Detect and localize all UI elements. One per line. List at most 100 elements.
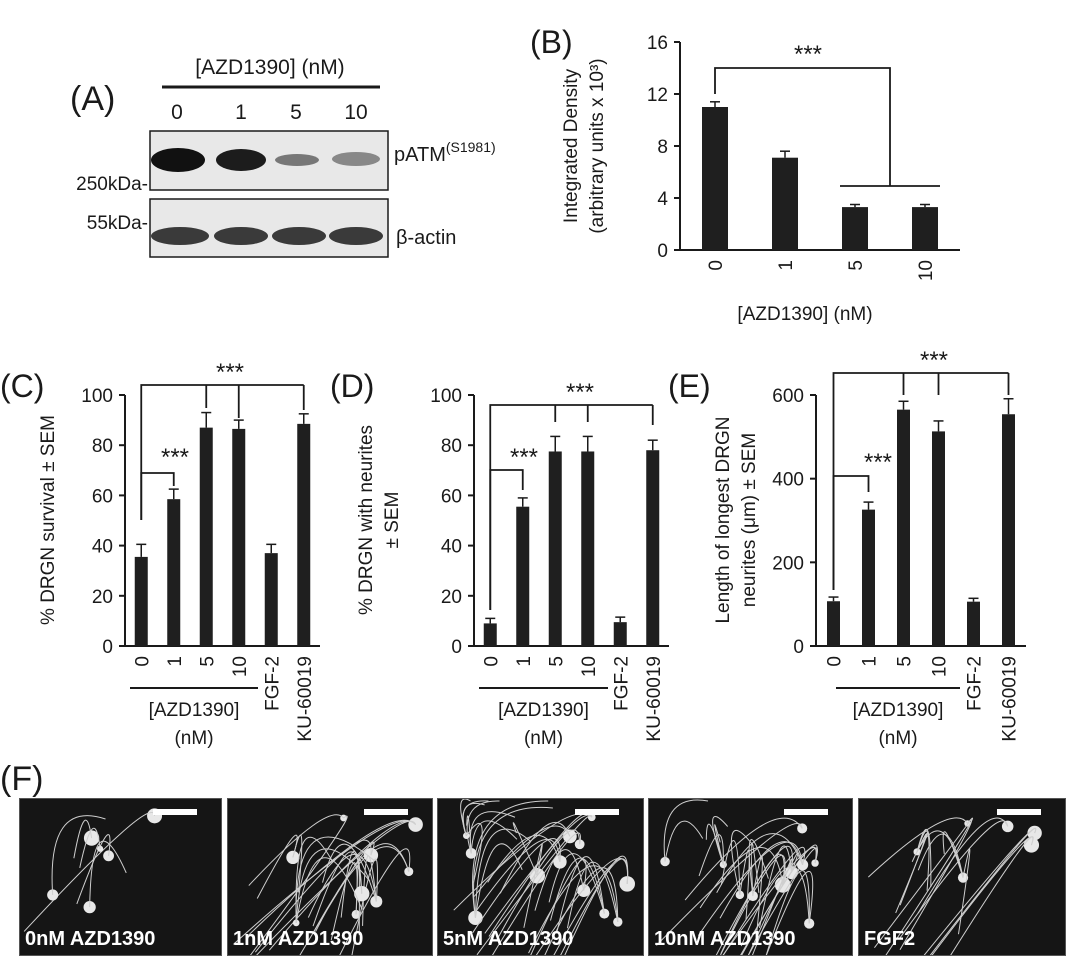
neurite: [931, 836, 1034, 955]
y-tick-label: 60: [92, 486, 113, 507]
neurite: [748, 839, 769, 897]
group-label: (nM): [878, 728, 917, 749]
neurite: [564, 855, 629, 955]
neurite: [720, 854, 786, 955]
blot-band: [151, 227, 209, 245]
neurite: [916, 828, 932, 888]
blot-marker: 250kDa-: [76, 174, 148, 195]
y-tick-label: 0: [102, 637, 113, 658]
neurite: [867, 817, 968, 878]
bar: [1002, 414, 1015, 646]
bar: [702, 107, 728, 250]
scale-bar: [575, 809, 619, 815]
blot-band: [216, 149, 266, 171]
western-blot-panel: (A) [AZD1390] (nM) 0 1 5 10 250kDa- pATM…: [70, 56, 496, 258]
neurite: [470, 820, 518, 854]
neurite: [705, 823, 724, 865]
x-tick-label: 0: [706, 260, 727, 271]
neurite: [684, 817, 803, 901]
scale-bar: [997, 809, 1041, 815]
significance-bracket: [832, 372, 1009, 590]
blot-label-actin: β-actin: [396, 227, 456, 249]
neurite: [548, 853, 605, 914]
x-tick-label: FGF-2: [965, 656, 986, 711]
lane-label: 10: [344, 101, 367, 124]
neurite: [917, 817, 1009, 914]
x-tick-label: FGF-2: [262, 656, 283, 711]
lane-label: 0: [171, 101, 183, 124]
y-axis-label: (arbitrary units x 10³): [587, 58, 608, 233]
bar: [646, 450, 660, 646]
neurite: [462, 800, 489, 836]
panel-letter-f: (F): [0, 760, 44, 798]
neurite: [484, 814, 593, 934]
x-tick-label: 0: [132, 656, 153, 667]
neuron-soma: [797, 823, 808, 834]
neurite: [556, 856, 605, 934]
blot-header: [AZD1390] (nM): [195, 56, 344, 79]
bar: [613, 622, 627, 646]
neurite: [942, 831, 964, 878]
neurite: [512, 822, 538, 876]
bar: [967, 601, 980, 646]
neurite: [256, 834, 298, 899]
bar: [912, 207, 938, 250]
lane-label: 5: [290, 101, 302, 124]
neurite: [465, 823, 483, 883]
neuron-soma: [292, 919, 300, 927]
neurite: [712, 816, 729, 865]
micrograph: 5nM AZD1390: [437, 798, 644, 956]
neurite: [340, 850, 363, 918]
y-tick-label: 0: [657, 241, 668, 262]
neurite: [491, 832, 581, 955]
neuron-soma: [804, 918, 815, 929]
significance-stars: ***: [566, 379, 594, 406]
neuron-image: [233, 814, 423, 955]
neuron-soma: [735, 890, 745, 900]
significance-stars: ***: [510, 444, 538, 471]
y-tick-label: 100: [430, 386, 462, 407]
neurite: [339, 848, 411, 955]
scale-bar: [364, 809, 408, 815]
micrograph-caption: 10nM AZD1390: [654, 928, 796, 950]
x-tick-label: KU-60019: [644, 656, 665, 742]
neurite: [699, 846, 784, 909]
y-axis-label: Length of longest DRGN: [713, 416, 734, 623]
blot-label-patm: pATM(S1981): [394, 139, 496, 166]
neurite: [714, 824, 724, 865]
neuron-soma: [354, 886, 370, 902]
neuron-soma: [811, 859, 819, 867]
x-axis-label: [AZD1390] (nM): [737, 304, 872, 325]
significance-stars: ***: [161, 444, 189, 471]
neurite: [885, 817, 974, 955]
bar: [932, 431, 945, 646]
neurite: [719, 841, 804, 919]
panel-letter-a: (A): [70, 80, 115, 118]
x-tick-label: 1: [514, 656, 535, 667]
y-tick-label: 600: [772, 386, 804, 407]
neurite: [535, 857, 629, 955]
x-tick-label: 1: [776, 260, 797, 271]
bar-charts: (B) 0 4 8 12 16 Integrated Density (arbitrary u…: [0, 24, 1026, 749]
neuron-soma: [103, 850, 114, 862]
y-tick-label: 80: [92, 436, 113, 457]
panel-letter: (B): [530, 24, 573, 60]
neurite: [716, 833, 804, 894]
bar: [232, 428, 246, 646]
blot-band: [151, 148, 205, 172]
x-tick-label: FGF-2: [611, 656, 632, 711]
x-tick-label: KU-60019: [1000, 656, 1021, 742]
neurite: [899, 820, 1009, 939]
neurite: [249, 815, 348, 955]
bar: [827, 601, 840, 646]
neurite: [473, 806, 553, 918]
neuron-soma: [286, 850, 300, 865]
bar: [483, 623, 497, 646]
panel-letter: (E): [668, 368, 711, 404]
y-tick-label: 0: [793, 637, 804, 658]
scale-bar: [153, 809, 197, 815]
neurite: [663, 799, 709, 862]
x-tick-label: 5: [846, 260, 867, 271]
neurite: [530, 859, 587, 955]
